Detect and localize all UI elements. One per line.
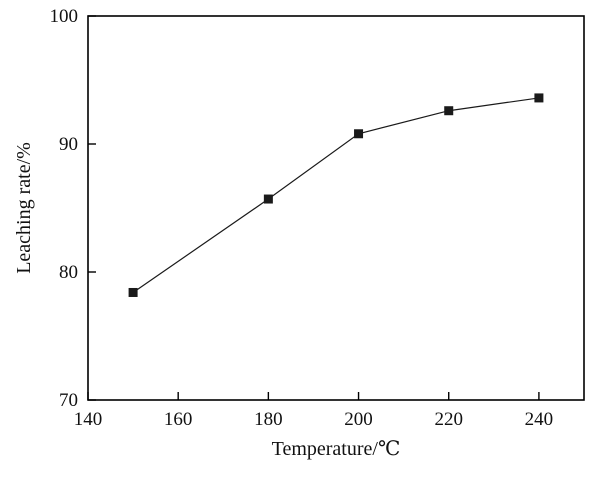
- data-point: [534, 93, 544, 103]
- y-tick-label: 100: [50, 6, 79, 27]
- y-tick-label: 90: [59, 134, 78, 155]
- y-axis-label: Leaching rate/%: [13, 142, 35, 274]
- x-axis-label: Temperature/℃: [272, 438, 401, 460]
- x-tick-label: 200: [344, 409, 373, 430]
- x-tick-label: 240: [525, 409, 554, 430]
- data-point: [263, 194, 273, 204]
- data-point: [354, 129, 364, 139]
- x-tick-label: 220: [434, 409, 463, 430]
- plot-border: [87, 15, 585, 401]
- y-tick-label: 80: [59, 262, 78, 283]
- data-point: [444, 106, 454, 116]
- data-point: [128, 287, 138, 297]
- x-tick-label: 160: [164, 409, 193, 430]
- data-line: [132, 97, 539, 293]
- x-tick-label: 140: [74, 409, 103, 430]
- y-tick-label: 70: [59, 390, 78, 411]
- x-tick-label: 180: [254, 409, 283, 430]
